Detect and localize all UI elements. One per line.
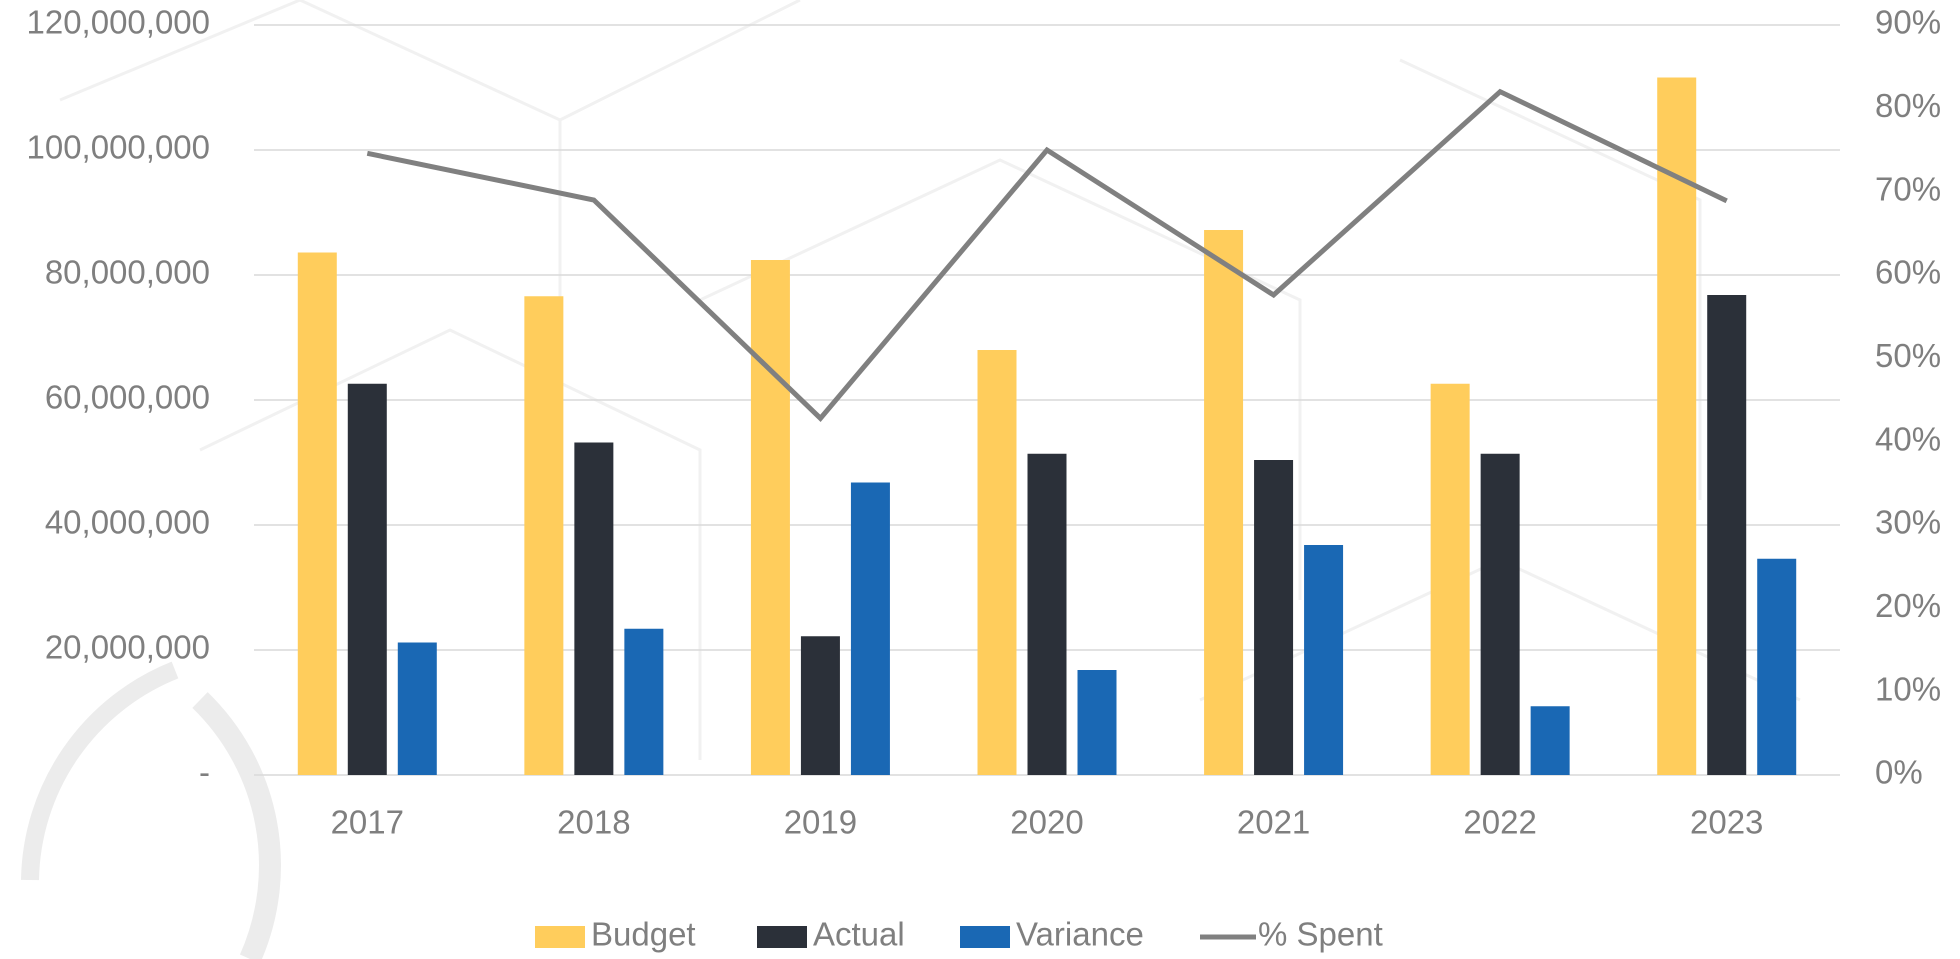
chart: - 20,000,000 40,000,000 60,000,000 80,000,00…: [0, 0, 1960, 959]
bar: [1078, 670, 1117, 775]
y2-tick-label: 40%: [1875, 420, 1941, 457]
bar: [524, 296, 563, 775]
y-tick-label: 120,000,000: [26, 4, 210, 41]
y-tick-label: -: [199, 754, 210, 791]
bar: [1531, 706, 1570, 775]
bar: [624, 629, 663, 775]
bar: [1757, 559, 1796, 775]
legend-label: Variance: [1016, 916, 1144, 953]
bar: [1204, 230, 1243, 775]
legend-label: Actual: [813, 916, 905, 953]
x-tick-label: 2017: [331, 804, 404, 841]
bar: [978, 350, 1017, 775]
bar: [1028, 454, 1067, 775]
x-tick-label: 2022: [1463, 804, 1536, 841]
legend-label: Budget: [591, 916, 696, 953]
legend-swatch: [535, 926, 585, 948]
y-tick-label: 80,000,000: [45, 254, 210, 291]
legend-swatch: [757, 926, 807, 948]
y2-tick-label: 70%: [1875, 170, 1941, 207]
bar: [298, 253, 337, 776]
legend-swatch: [960, 926, 1010, 948]
bar: [1431, 384, 1470, 775]
y2-tick-label: 0%: [1875, 754, 1923, 791]
y-tick-label: 100,000,000: [26, 129, 210, 166]
x-tick-label: 2021: [1237, 804, 1310, 841]
y-tick-label: 60,000,000: [45, 379, 210, 416]
bar: [801, 636, 840, 775]
x-tick-label: 2020: [1010, 804, 1083, 841]
bar: [348, 384, 387, 775]
legend-label: % Spent: [1258, 916, 1383, 953]
bar: [398, 643, 437, 776]
background-arc: [200, 700, 270, 959]
y2-tick-label: 60%: [1875, 254, 1941, 291]
y2-tick-label: 80%: [1875, 87, 1941, 124]
bar: [574, 443, 613, 776]
line: [367, 92, 1726, 419]
y2-tick-label: 10%: [1875, 670, 1941, 707]
background-arc: [30, 670, 175, 880]
bar: [851, 483, 890, 776]
x-tick-label: 2023: [1690, 804, 1763, 841]
x-tick-label: 2018: [557, 804, 630, 841]
bar: [1304, 545, 1343, 775]
bar: [1707, 295, 1746, 775]
bar: [1254, 460, 1293, 775]
y2-tick-label: 90%: [1875, 4, 1941, 41]
y-tick-label: 20,000,000: [45, 629, 210, 666]
bar: [751, 260, 790, 775]
y2-tick-label: 50%: [1875, 337, 1941, 374]
y-tick-label: 40,000,000: [45, 504, 210, 541]
bar: [1481, 454, 1520, 775]
x-tick-label: 2019: [784, 804, 857, 841]
y2-tick-label: 30%: [1875, 504, 1941, 541]
y2-tick-label: 20%: [1875, 587, 1941, 624]
